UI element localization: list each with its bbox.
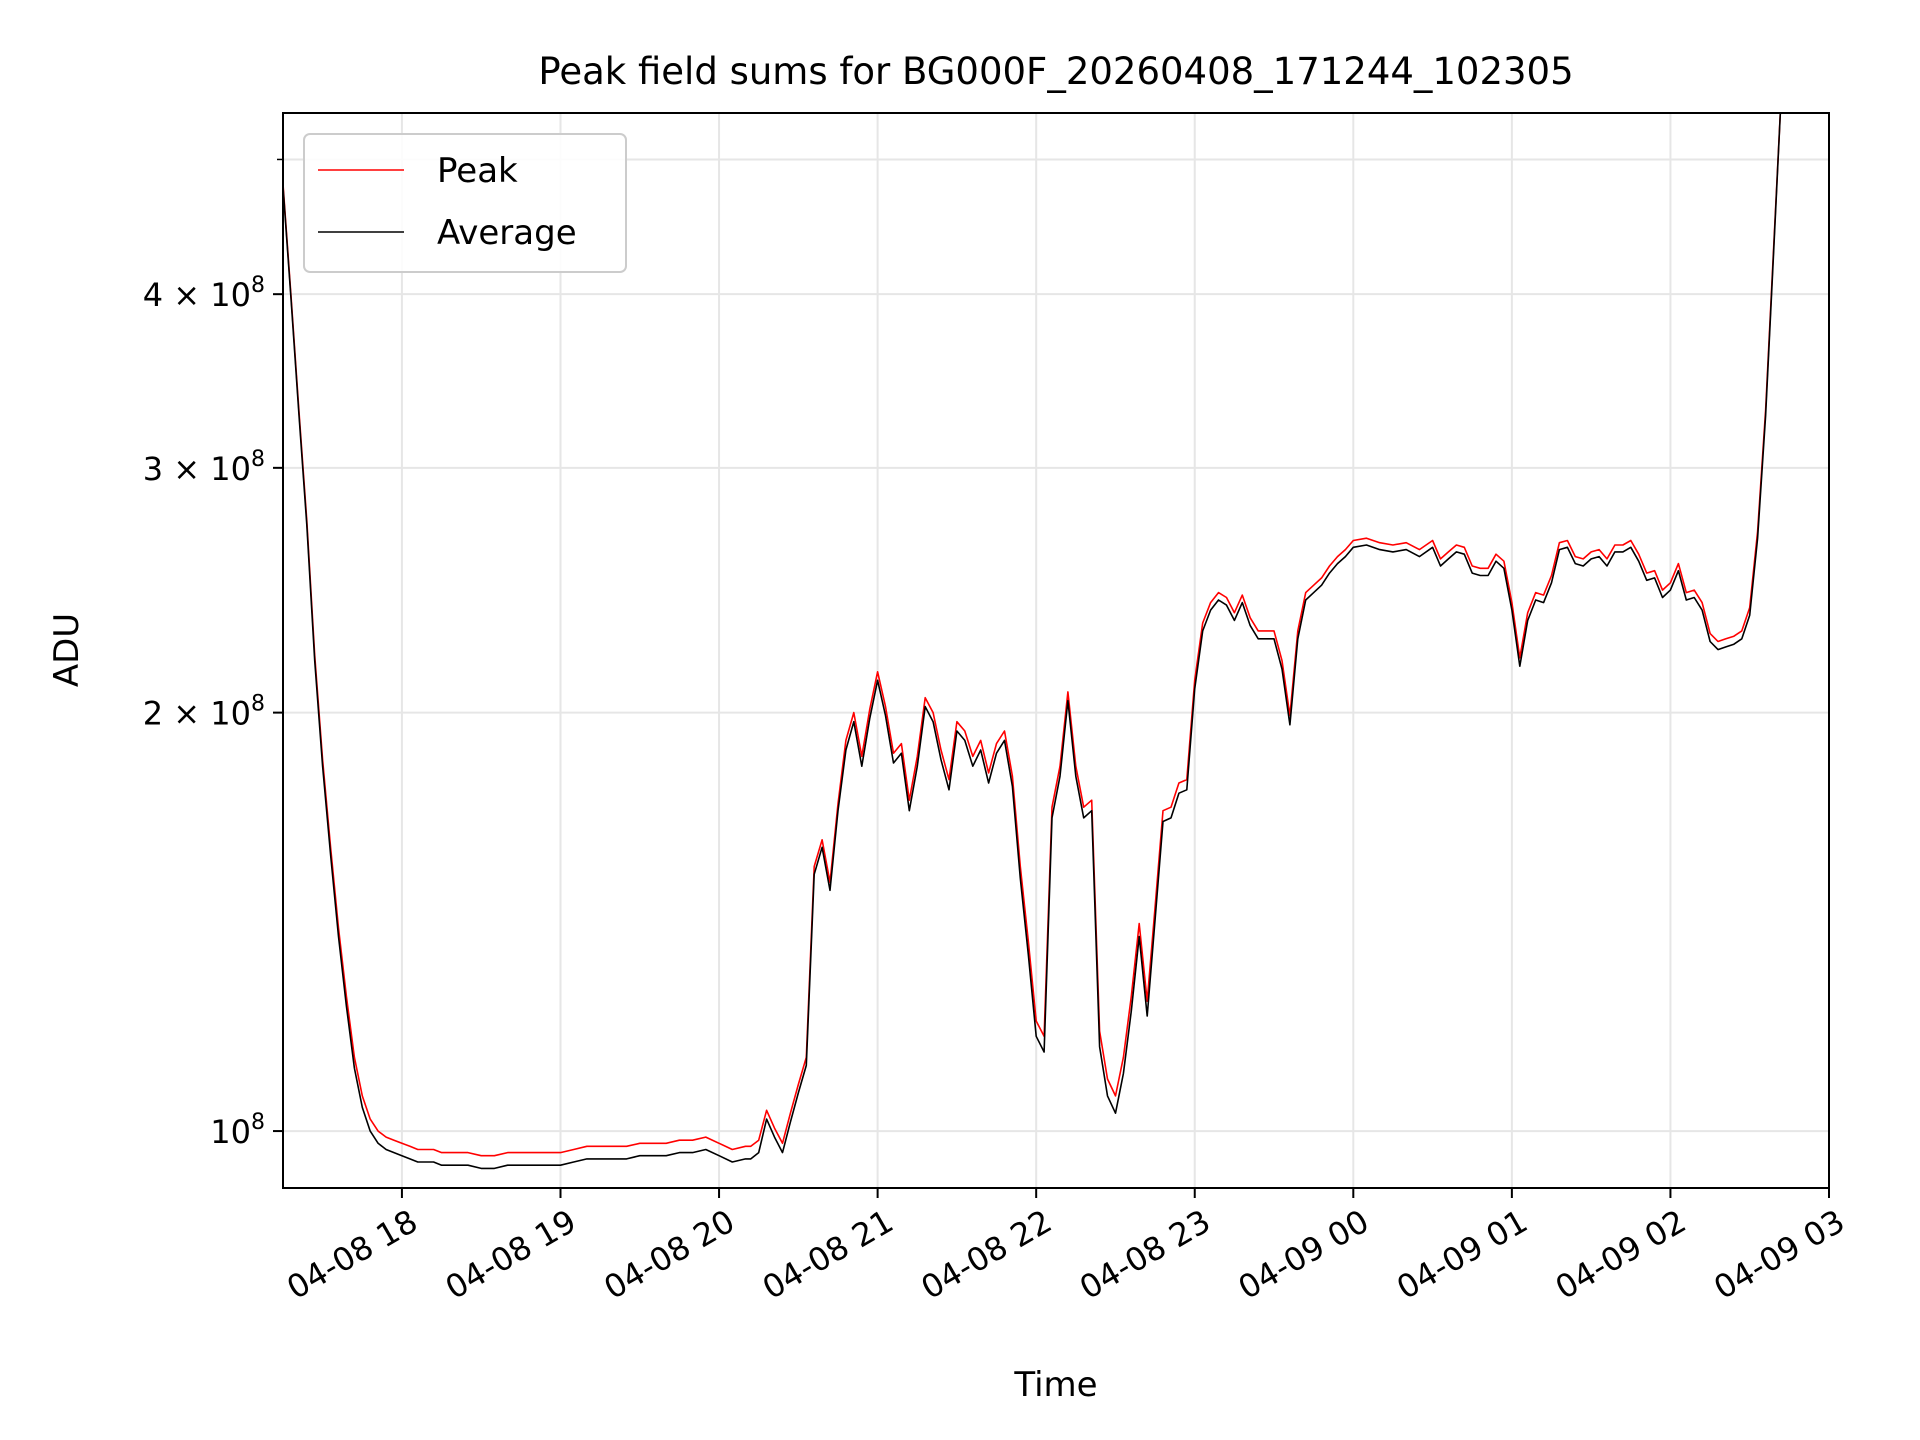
chart-title: Peak field sums for BG000F_20260408_1712… xyxy=(538,50,1573,93)
y-axis-label: ADU xyxy=(47,613,87,687)
series-lines xyxy=(283,113,1782,1170)
series-line-peak xyxy=(283,113,1782,1157)
y-axis: 108 2 × 108 3 × 108 4 × 108 xyxy=(143,158,283,1151)
y-tick-label: 4 × 108 xyxy=(143,273,265,314)
y-tick-label: 2 × 108 xyxy=(143,692,265,733)
series-line-average xyxy=(283,113,1782,1170)
grid-lines xyxy=(283,113,1830,1188)
legend-peak-label: Peak xyxy=(437,151,518,191)
y-tick-label: 3 × 108 xyxy=(143,447,265,488)
x-axis-label: Time xyxy=(1013,1365,1097,1405)
legend-average-label: Average xyxy=(437,213,577,253)
y-tick-label: 108 xyxy=(210,1110,265,1151)
legend: Peak Average xyxy=(303,133,627,273)
plot-frame xyxy=(282,112,1830,1189)
legend-box xyxy=(303,133,627,273)
